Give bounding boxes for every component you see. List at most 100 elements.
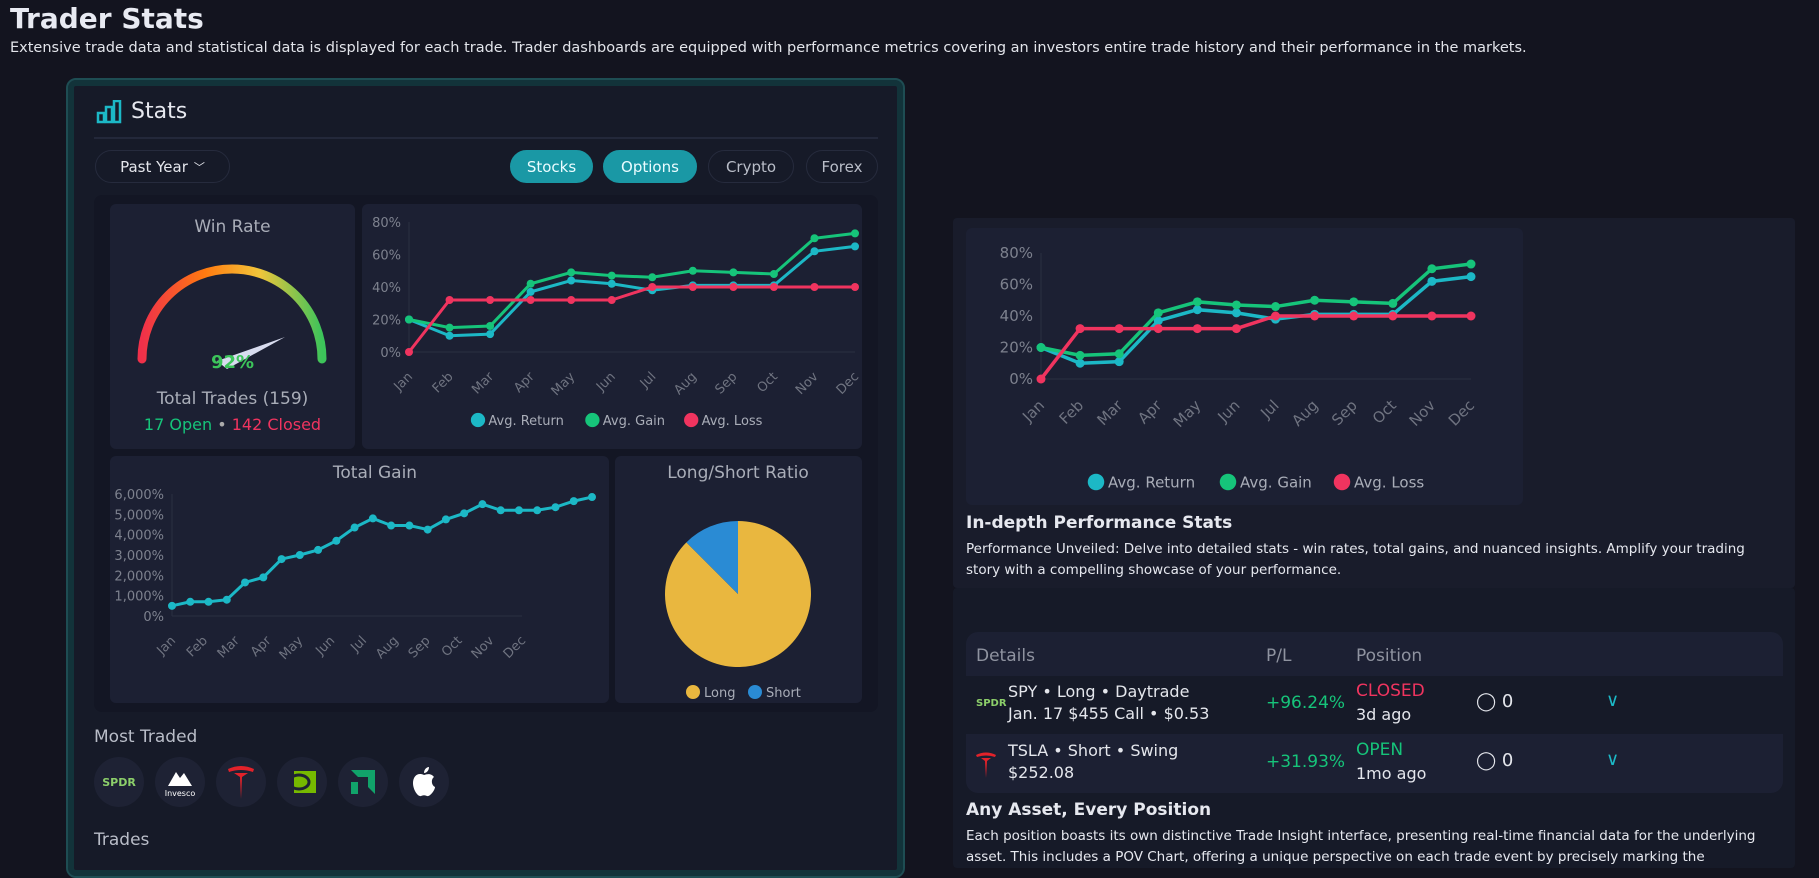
- apple-logo[interactable]: [399, 757, 449, 807]
- x-tick-label: Oct: [754, 369, 781, 396]
- legend-marker: [1333, 473, 1351, 491]
- col-details: Details: [976, 646, 1035, 666]
- legend-label: Short: [766, 686, 801, 701]
- data-point: [1114, 324, 1124, 334]
- data-point: [1466, 272, 1476, 282]
- bar-chart-icon: [96, 100, 122, 124]
- data-point: [1192, 305, 1202, 315]
- status-badge: OPEN: [1356, 740, 1404, 760]
- win-rate-value: 92%: [210, 352, 255, 373]
- data-point: [648, 283, 657, 291]
- y-tick-label: 40%: [1000, 307, 1033, 325]
- x-tick-label: Jul: [348, 633, 370, 655]
- stats-title: Stats: [131, 99, 188, 124]
- legend-label: Long: [704, 686, 735, 701]
- y-tick-label: 0%: [1009, 370, 1033, 388]
- data-point: [1231, 308, 1241, 318]
- x-tick-label: Jan: [391, 369, 416, 394]
- series-line: [1040, 274, 1472, 366]
- tab-forex[interactable]: Forex: [806, 150, 878, 183]
- nvidia-logo[interactable]: [277, 757, 327, 807]
- col-position: Position: [1356, 646, 1423, 666]
- data-point: [405, 348, 413, 356]
- page-title: Trader Stats: [10, 2, 204, 35]
- comments-button[interactable]: ◯ 0: [1476, 691, 1513, 712]
- data-point: [332, 536, 341, 545]
- period-dropdown[interactable]: Past Year ﹀: [95, 150, 230, 183]
- data-point: [1271, 302, 1281, 312]
- total-gain-card: 0% 1,000% 2,000% 3,000% 4,000% 5,000% 6,000% Ja…: [110, 456, 609, 703]
- legend-label: Avg. Gain: [1240, 474, 1312, 492]
- comment-icon: ◯: [1476, 691, 1497, 712]
- series-line: [408, 244, 856, 338]
- tab-crypto[interactable]: Crypto: [708, 150, 794, 183]
- invesco-logo[interactable]: Invesco: [155, 757, 205, 807]
- data-point: [526, 296, 535, 304]
- chevron-down-icon[interactable]: ∨: [1606, 749, 1620, 770]
- data-point: [851, 229, 859, 238]
- x-tick-label: Sep: [406, 633, 434, 661]
- spdr-logo[interactable]: SPDR: [94, 757, 144, 807]
- data-point: [851, 283, 859, 291]
- legend-label: Avg. Loss: [1354, 474, 1424, 492]
- perf-text: Performance Unveiled: Delve into detaile…: [966, 541, 1745, 578]
- data-point: [1349, 311, 1359, 321]
- data-point: [514, 506, 523, 515]
- legend-marker: [748, 685, 762, 699]
- data-point: [460, 509, 469, 518]
- tesla-logo[interactable]: [216, 757, 266, 807]
- data-point: [648, 273, 657, 282]
- data-point: [1271, 311, 1281, 321]
- data-point: [567, 268, 576, 277]
- divider: [94, 137, 878, 139]
- legend-marker: [585, 412, 600, 428]
- x-tick-label: Jul: [1256, 396, 1282, 422]
- data-point: [729, 268, 738, 277]
- period-label: Past Year: [120, 157, 188, 176]
- tab-options[interactable]: Options: [603, 150, 697, 183]
- x-tick-label: Feb: [184, 633, 211, 660]
- data-point: [1036, 374, 1046, 384]
- x-tick-label: Dec: [501, 633, 529, 661]
- x-tick-label: Jun: [1214, 396, 1244, 426]
- comment-icon: ◯: [1476, 750, 1497, 771]
- most-traded-label: Most Traded: [94, 727, 198, 747]
- x-tick-label: Aug: [671, 369, 700, 398]
- data-point: [241, 578, 250, 587]
- x-tick-label: Aug: [1288, 396, 1321, 429]
- series-line: [171, 495, 593, 608]
- data-point: [1114, 349, 1124, 359]
- chevron-down-icon[interactable]: ∨: [1606, 690, 1620, 711]
- x-tick-label: Mar: [215, 633, 243, 661]
- trade-detail: Jan. 17 $455 Call • $0.53: [1008, 704, 1210, 723]
- x-tick-label: Sep: [712, 369, 740, 397]
- x-tick-label: Oct: [439, 633, 466, 660]
- data-point: [729, 283, 738, 291]
- legend-marker: [470, 412, 486, 428]
- legend-marker: [684, 412, 699, 428]
- data-point: [1231, 300, 1241, 310]
- data-point: [1427, 311, 1437, 321]
- data-point: [405, 521, 414, 530]
- data-point: [810, 247, 819, 256]
- amd-icon: [351, 770, 375, 794]
- series-line: [1040, 262, 1472, 358]
- tab-stocks[interactable]: Stocks: [510, 150, 593, 183]
- x-tick-label: Nov: [469, 633, 498, 662]
- amd-logo[interactable]: [338, 757, 388, 807]
- series-line: [407, 285, 855, 353]
- data-point: [168, 601, 176, 610]
- data-point: [222, 595, 231, 604]
- perf-line-chart: 0% 20% 40% 60% 80% Jan Feb Mar Apr May Jun Jul Aug Se…: [1000, 244, 1478, 492]
- data-point: [1075, 324, 1085, 334]
- data-point: [1075, 350, 1085, 360]
- table-row[interactable]: TSLA • Short • Swing $252.08 +31.93% OPE…: [966, 735, 1783, 793]
- y-tick-label: 1,000%: [114, 590, 164, 605]
- data-point: [569, 497, 578, 506]
- data-point: [1153, 316, 1163, 326]
- trades-card: Details P/L Position SPDR SPY • Long • D…: [953, 588, 1795, 868]
- comments-button[interactable]: ◯ 0: [1476, 750, 1513, 771]
- data-point: [810, 283, 819, 291]
- table-row[interactable]: SPDR SPY • Long • Daytrade Jan. 17 $455 …: [966, 676, 1783, 734]
- x-tick-label: Nov: [1406, 396, 1440, 430]
